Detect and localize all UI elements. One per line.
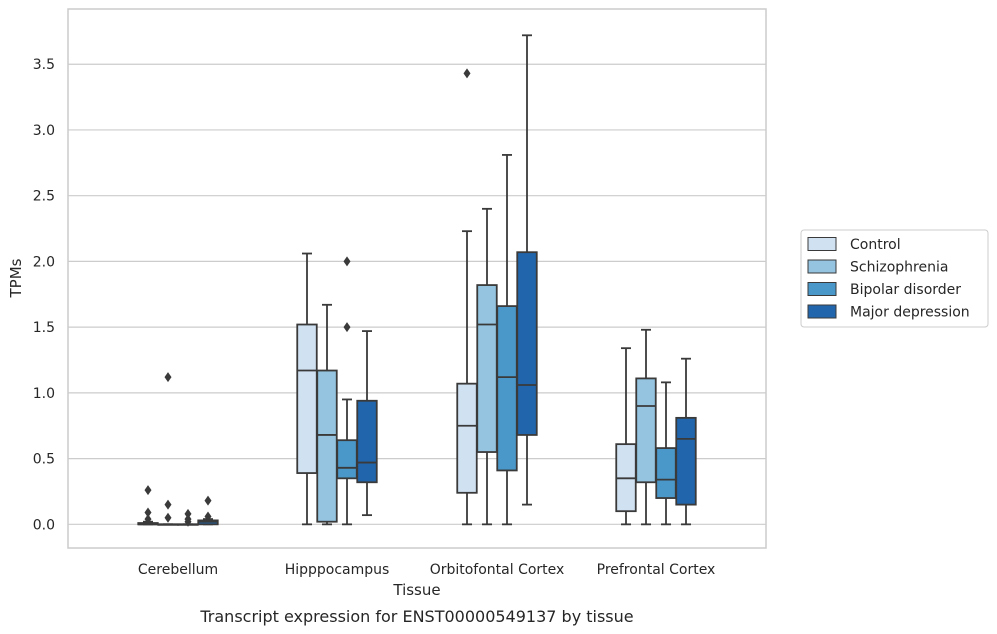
- box-plot-marks: [137, 34, 697, 527]
- legend-swatch: [807, 259, 837, 274]
- y-axis-title: TPMs: [7, 258, 25, 298]
- grid-lines: [68, 63, 766, 525]
- x-tick-label: Prefrontal Cortex: [597, 562, 716, 578]
- outlier-point: [204, 495, 212, 506]
- box-iqr: [296, 323, 318, 474]
- box-plot-bipolar-disorder: [655, 381, 677, 526]
- outlier-point: [184, 516, 192, 527]
- box-plot-control: [456, 68, 478, 526]
- box-plot-major-depression: [197, 495, 219, 526]
- box-plot-bipolar-disorder: [177, 508, 199, 527]
- legend-label: Control: [850, 237, 901, 253]
- box-iqr: [516, 251, 538, 436]
- box-plot-bipolar-disorder: [336, 256, 358, 526]
- box-plot-schizophrenia: [316, 303, 338, 526]
- x-tick-label: Cerebellum: [138, 562, 218, 578]
- y-tick-label: 2.0: [33, 254, 55, 270]
- box-iqr: [635, 377, 657, 484]
- box-iqr: [316, 369, 338, 523]
- outlier-point: [164, 499, 172, 510]
- outlier-point: [144, 507, 152, 518]
- legend-frame: [800, 229, 989, 328]
- legend-label: Major depression: [850, 305, 970, 321]
- box-plot-major-depression: [356, 330, 378, 517]
- outlier-point: [164, 512, 172, 523]
- legend-swatch: [807, 282, 837, 296]
- chart-caption: Transcript expression for ENST0000054913…: [199, 607, 633, 626]
- y-tick-label: 3.0: [33, 123, 55, 139]
- y-tick-label: 0.5: [33, 452, 55, 468]
- box-plot-bipolar-disorder: [496, 154, 518, 526]
- box-plot-major-depression: [516, 34, 538, 506]
- plot-frame: [67, 8, 767, 549]
- box-plot-control: [137, 485, 159, 526]
- box-iqr: [655, 447, 677, 499]
- outlier-point: [144, 485, 152, 496]
- box-plot-control: [296, 252, 318, 526]
- outlier-point: [343, 322, 351, 333]
- box-iqr: [476, 284, 498, 453]
- outlier-point: [463, 68, 471, 79]
- legend: Control Schizophrenia Bipolar disorder Majo…: [800, 229, 989, 328]
- x-axis-title: Tissue: [392, 581, 440, 599]
- outlier-point: [343, 256, 351, 267]
- x-tick-label: Hipppocampus: [285, 562, 390, 578]
- box-plot-major-depression: [675, 357, 697, 526]
- outlier-point: [144, 514, 152, 525]
- box-plot-schizophrenia: [476, 207, 498, 526]
- box-plot-schizophrenia: [157, 372, 179, 526]
- y-axis-ticks: 0.0 0.5 1.0 1.5 2.0 2.5 3.0 3.5: [33, 57, 55, 533]
- box-iqr: [456, 382, 478, 494]
- x-tick-label: Orbitofontal Cortex: [430, 562, 565, 578]
- y-tick-label: 1.0: [33, 386, 55, 402]
- box-iqr: [675, 416, 697, 506]
- box-iqr: [356, 399, 378, 484]
- box-iqr: [336, 439, 358, 480]
- y-tick-label: 1.5: [33, 320, 55, 336]
- legend-swatch: [807, 237, 837, 251]
- y-tick-label: 3.5: [33, 57, 55, 73]
- legend-items: Control Schizophrenia Bipolar disorder Majo…: [807, 237, 970, 321]
- outlier-point: [204, 511, 212, 522]
- x-axis-ticks: Cerebellum Hipppocampus Orbitofontal Corte…: [138, 562, 715, 578]
- box-plot-schizophrenia: [635, 328, 657, 526]
- legend-label: Schizophrenia: [850, 260, 948, 276]
- box-plot-control: [615, 347, 637, 526]
- y-tick-label: 2.5: [33, 189, 55, 205]
- box-iqr: [496, 305, 518, 472]
- outlier-point: [164, 372, 172, 383]
- y-tick-label: 0.0: [33, 517, 55, 533]
- legend-swatch: [807, 304, 837, 319]
- legend-label: Bipolar disorder: [850, 282, 961, 298]
- outlier-point: [184, 508, 192, 519]
